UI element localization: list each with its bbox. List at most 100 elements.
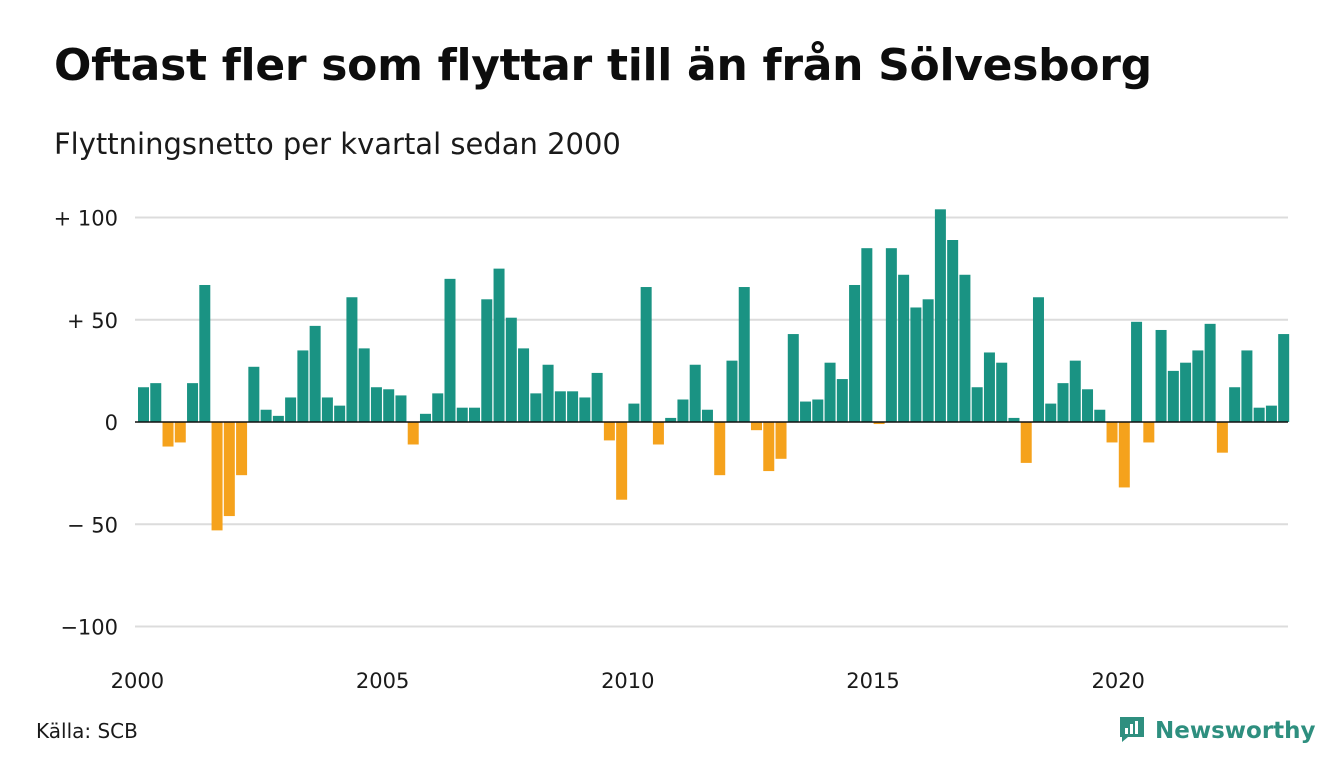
bar — [579, 397, 591, 422]
bar — [677, 399, 689, 422]
bar — [910, 307, 922, 422]
bar — [285, 397, 297, 422]
bar — [199, 284, 211, 422]
y-axis-labels: + 100 + 50 0 − 50 −100 — [54, 207, 118, 640]
x-tick-label: 2005 — [356, 669, 409, 693]
bar — [849, 284, 861, 422]
bar — [236, 422, 248, 476]
bar — [800, 401, 812, 422]
bar — [812, 399, 824, 422]
y-tick-label: + 50 — [67, 309, 118, 333]
bar — [456, 407, 468, 422]
bar — [836, 379, 848, 423]
bar — [162, 422, 174, 447]
bar — [701, 409, 713, 422]
bar — [419, 413, 431, 422]
bars — [138, 209, 1290, 531]
bar — [591, 372, 603, 422]
bar-chart: + 100 + 50 0 − 50 −100 2000 2005 2010 2015 2020 — [54, 207, 1290, 693]
bar — [1082, 389, 1094, 422]
bar — [272, 415, 284, 422]
bar — [309, 325, 321, 422]
bar — [1167, 370, 1179, 423]
chart-subtitle: Flyttningsnetto per kvartal sedan 2000 — [54, 127, 621, 161]
bar — [187, 383, 199, 422]
x-axis-labels: 2000 2005 2010 2015 2020 — [111, 669, 1145, 693]
bar — [346, 297, 358, 422]
bar — [628, 403, 640, 423]
bar — [1229, 387, 1241, 423]
bar — [934, 209, 946, 422]
bar — [971, 387, 983, 423]
bar — [1032, 297, 1044, 422]
bar — [1131, 321, 1143, 422]
bar — [211, 422, 223, 531]
bar — [432, 393, 444, 422]
bar — [738, 287, 750, 422]
bar — [947, 240, 959, 422]
bar — [1143, 422, 1155, 443]
bar — [665, 417, 677, 422]
bar — [1241, 350, 1253, 423]
bar — [444, 278, 456, 422]
bar — [1118, 422, 1130, 488]
bar — [959, 274, 971, 422]
chart-title: Oftast fler som flyttar till än från Söl… — [54, 40, 1152, 91]
bar — [1020, 422, 1032, 463]
x-tick-label: 2000 — [111, 669, 164, 693]
bar — [898, 274, 910, 422]
bar — [983, 352, 995, 422]
bar — [481, 299, 493, 422]
bar — [150, 383, 162, 422]
bar — [603, 422, 615, 441]
bar — [469, 407, 481, 422]
bar — [395, 395, 407, 423]
bar — [1216, 422, 1228, 453]
bar — [751, 422, 762, 431]
bar — [824, 362, 836, 422]
bar — [1106, 422, 1118, 443]
bar — [321, 397, 333, 422]
bar — [861, 248, 873, 422]
newsworthy-brand[interactable]: Newsworthy — [1117, 714, 1316, 748]
x-tick-label: 2010 — [601, 669, 654, 693]
bar — [505, 317, 517, 422]
bar — [1192, 350, 1204, 423]
bar — [763, 422, 775, 472]
y-tick-label: + 100 — [54, 207, 118, 231]
bar — [1057, 383, 1069, 422]
x-tick-label: 2020 — [1091, 669, 1144, 693]
y-tick-label: −100 — [60, 616, 118, 640]
brand-name: Newsworthy — [1155, 718, 1316, 744]
bar — [714, 422, 726, 476]
bar — [1045, 403, 1057, 423]
bar — [1253, 407, 1265, 422]
bar — [370, 387, 382, 423]
bar — [1094, 409, 1106, 422]
bar — [652, 422, 664, 445]
bar — [407, 422, 419, 445]
bar — [1069, 360, 1081, 422]
y-tick-label: − 50 — [67, 513, 118, 537]
bar — [493, 268, 505, 423]
bar — [1155, 329, 1167, 422]
bar — [1278, 334, 1290, 422]
y-tick-label: 0 — [105, 411, 118, 435]
bar — [567, 391, 579, 422]
bar — [223, 422, 235, 517]
source-note: Källa: SCB — [36, 719, 138, 743]
bar — [616, 422, 628, 500]
bar — [248, 366, 260, 422]
bar — [138, 387, 149, 423]
bar — [297, 350, 309, 423]
x-tick-label: 2015 — [846, 669, 899, 693]
newsworthy-logo-icon — [1117, 714, 1147, 748]
bar — [174, 422, 186, 443]
bar — [383, 389, 395, 422]
bar — [518, 348, 530, 422]
bar — [530, 393, 542, 422]
bar — [996, 362, 1008, 422]
bar — [922, 299, 934, 422]
bar — [873, 422, 885, 425]
bar — [775, 422, 787, 459]
